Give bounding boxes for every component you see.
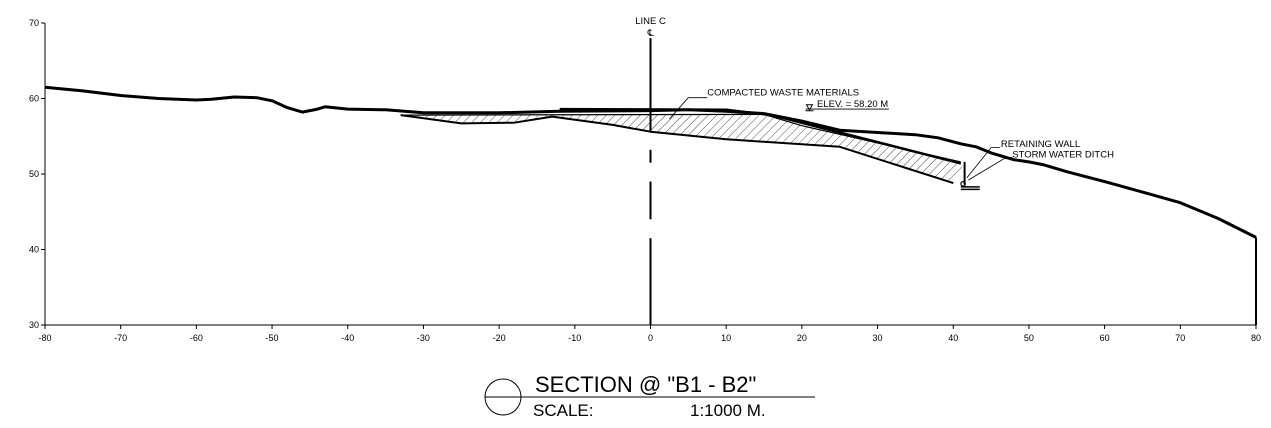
y-tick-label: 40 [29, 245, 39, 255]
y-tick-label: 50 [29, 169, 39, 179]
profile-excavated-subgrade [400, 114, 954, 185]
scale-label: SCALE: [533, 401, 593, 420]
x-tick-label: -30 [417, 333, 430, 343]
y-tick-label: 30 [29, 320, 39, 330]
annotation-compacted-waste: COMPACTED WASTE MATERIALS [707, 87, 859, 98]
x-tick-label: -70 [114, 333, 127, 343]
storm-water-ditch [960, 181, 980, 191]
scale-value: 1:1000 M. [690, 401, 766, 420]
x-tick-label: 20 [797, 333, 807, 343]
x-tick-label: 60 [1100, 333, 1110, 343]
centerline-symbol: ℄ [646, 28, 654, 39]
leader-storm-water-ditch [968, 156, 1013, 181]
annotation-storm-water-ditch: STORM WATER DITCH [1012, 149, 1114, 160]
x-tick-label: 40 [948, 333, 958, 343]
y-axis-ticks: 30 40 50 60 70 [29, 18, 45, 330]
x-tick-label: -20 [493, 333, 506, 343]
annotation-leaders [669, 97, 1013, 181]
elevation-marker-icon [805, 104, 814, 112]
x-tick-label: -60 [190, 333, 203, 343]
centerline-label: LINE C [635, 16, 666, 27]
annotation-retaining-wall: RETAINING WALL [1001, 139, 1080, 150]
x-tick-label: -10 [568, 333, 581, 343]
x-tick-label: -40 [341, 333, 354, 343]
x-tick-label: 30 [873, 333, 883, 343]
x-tick-label: 80 [1251, 333, 1261, 343]
y-tick-label: 70 [29, 18, 39, 28]
profile-finished-grade [559, 107, 962, 165]
x-axis-ticks: -80 -70 -60 -50 -40 -30 -20 -10 0 10 20 30 40 50 60 70 8… [38, 325, 1261, 343]
profile-lines [44, 85, 1257, 239]
leader-compacted-waste [669, 97, 708, 120]
section-title: SECTION @ "B1 - B2" [535, 372, 756, 397]
x-tick-label: -80 [38, 333, 51, 343]
x-tick-label: 50 [1024, 333, 1034, 343]
y-tick-label: 60 [29, 94, 39, 104]
leader-retaining-wall [966, 147, 1001, 179]
compacted-waste-fill [400, 114, 965, 184]
x-tick-label: 70 [1175, 333, 1185, 343]
x-tick-label: 10 [721, 333, 731, 343]
annotation-elevation: ELEV. = 58.20 M [817, 99, 888, 110]
x-tick-label: -50 [266, 333, 279, 343]
x-tick-label: 0 [648, 333, 653, 343]
